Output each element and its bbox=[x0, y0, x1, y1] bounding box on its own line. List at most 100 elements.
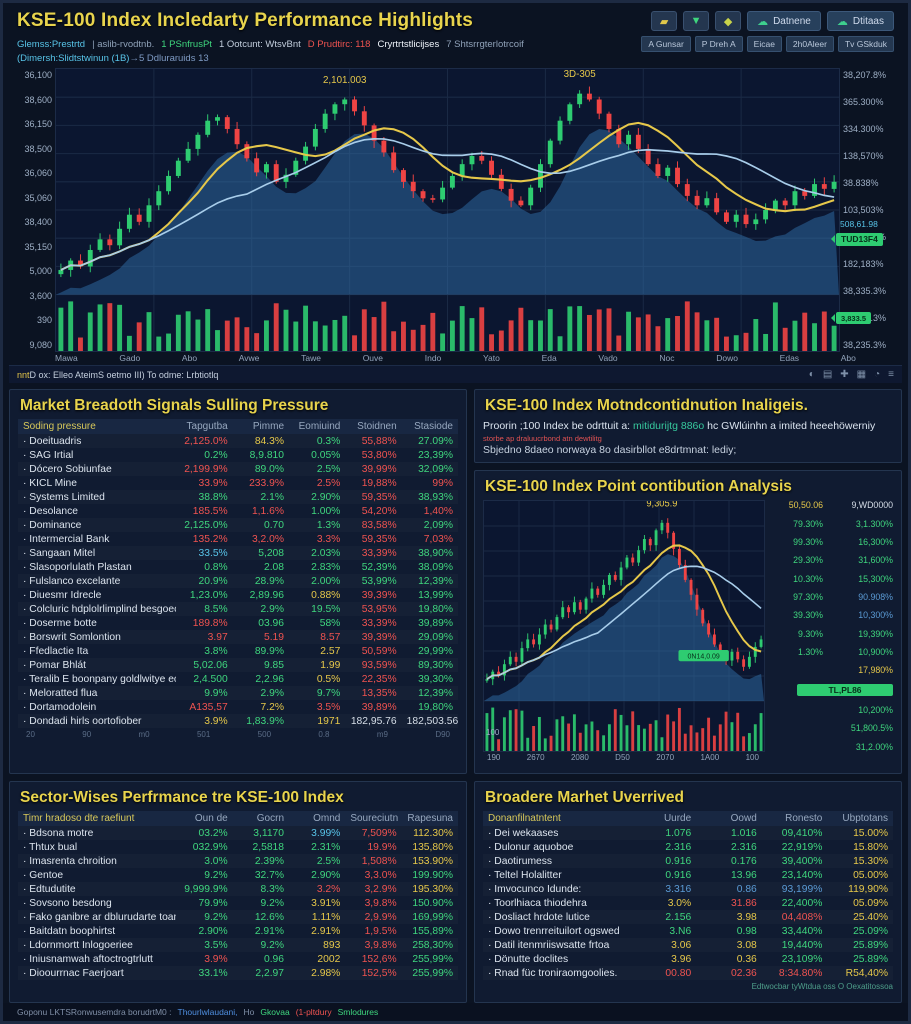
table-column-header[interactable]: Eomiuind bbox=[289, 419, 346, 434]
table-column-header[interactable]: Soureciutn bbox=[345, 811, 402, 827]
table-row[interactable]: · Imasrenta chroition 3.0% 2.39% 2.5% 1,508%… bbox=[18, 854, 458, 868]
folder-icon[interactable]: ▰ bbox=[651, 11, 678, 31]
table-column-header[interactable]: Timr hradoso dte raefiunt bbox=[18, 811, 177, 827]
table-row[interactable]: · Borswrit Somlontion 3.97 5.19 8.57 39,39% 2… bbox=[18, 630, 458, 644]
table-row[interactable]: · Gentoe 9.2% 32.7% 2.90% 3,3.0% 199.90% bbox=[18, 868, 458, 882]
value-cell: 22,400% bbox=[781, 897, 823, 909]
table-column-header[interactable]: Ubptotans bbox=[827, 811, 893, 827]
date-axis-label: Ouve bbox=[362, 353, 384, 363]
table-row[interactable]: · Thtux bual 032.9% 2,5818 2.31% 19.9% 135,80… bbox=[18, 840, 458, 854]
value-cell: 1.076 bbox=[631, 826, 697, 840]
table-row[interactable]: · Systems Limited 38.8% 2.1% 2.90% 59,35% 38,… bbox=[18, 490, 458, 504]
table-row[interactable]: · Dortamodolein A135,57 7.2% 3.5% 39,89% 19,8… bbox=[18, 700, 458, 714]
toolbar-button[interactable]: Eicae bbox=[746, 36, 782, 52]
table-row[interactable]: · SAG Irtial 0.2% 8,9.810 0.05% 53,80% 23,39% bbox=[18, 448, 458, 462]
table-column-header[interactable]: Soding pressure bbox=[18, 419, 177, 434]
header-action-button[interactable]: ☁ Datnene bbox=[747, 11, 821, 31]
toolbar-button[interactable]: P Dreh A bbox=[694, 36, 743, 52]
table-row[interactable]: · Ldornmortt Inlogoeriee 3.5% 9.2% 893 3,9.8… bbox=[18, 938, 458, 952]
table-row[interactable]: · Pomar Bhlát 5,02.06 9.85 1.99 93,59% 89,30% bbox=[18, 658, 458, 672]
percent-axis-label: 38,207.8% bbox=[843, 70, 887, 80]
table-row[interactable]: · Dulonur aquoboe 2.316 2.316 22,919% 15.80% bbox=[483, 840, 893, 854]
value-cell: 8:34.80% bbox=[762, 966, 828, 980]
table-column-header[interactable]: Ronesto bbox=[761, 811, 828, 827]
table-row[interactable]: · Datil itenmriiswsatte frtoa 3.06 3.08 19,… bbox=[483, 938, 893, 952]
tick-label: 20 bbox=[26, 730, 35, 739]
table-row[interactable]: · Imvocunco Idunde: 3.316 0.86 93,199% 119,9… bbox=[483, 882, 893, 896]
table-row[interactable]: · Intermercial Bank 135.2% 3,2.0% 3.3% 59,35… bbox=[18, 532, 458, 546]
table-row[interactable]: · Teltel Holalitter 0.916 13.96 23,140% 05.0… bbox=[483, 868, 893, 882]
table-column-header[interactable]: Donanfilnatntent bbox=[483, 811, 631, 827]
table-row[interactable]: · Doserme botte 189.8% 03.96 58% 33,39% 39,89… bbox=[18, 616, 458, 630]
value-cell: 32.7% bbox=[254, 869, 285, 881]
status-icon[interactable]: ✚ bbox=[840, 369, 849, 380]
table-column-header[interactable]: Gocrn bbox=[232, 811, 290, 827]
table-row[interactable]: · KICL Mine 33.9% 233.9% 2.5% 19,88% 99% bbox=[18, 476, 458, 490]
table-column-header[interactable]: Omnd bbox=[289, 811, 346, 827]
info-text-run: Proorin ;100 Index be odrttuit a: bbox=[483, 420, 634, 432]
table-row[interactable]: · Dönutte doclites 3.96 0.36 23,109% 25.89% bbox=[483, 952, 893, 966]
toolbar-button[interactable]: A Gunsar bbox=[641, 36, 691, 52]
table-row[interactable]: · Sovsono besdong 79.9% 9.2% 3.91% 3,9.8% 150… bbox=[18, 896, 458, 910]
table-column-header[interactable]: Tapgutba bbox=[176, 419, 233, 434]
contribution-chart-plot[interactable]: 9,305.9 0N14,0.09 100 bbox=[483, 500, 765, 753]
users-icon[interactable]: ◆ bbox=[715, 11, 742, 31]
table-column-header[interactable]: Stoidnen bbox=[345, 419, 402, 434]
toolbar-button[interactable]: Tv GSkduk bbox=[837, 36, 894, 52]
table-row[interactable]: · Dowo trenrreituilort ogswed 3.N6 0.98 33,… bbox=[483, 924, 893, 938]
table-row[interactable]: · Desolance 185.5% 1,1.6% 1.00% 54,20% 1,40% bbox=[18, 504, 458, 518]
table-row[interactable]: · Sangaan Mitel 33.5% 5,208 2.03% 33,39% 38,9… bbox=[18, 546, 458, 560]
table-row[interactable]: · Fulslanco excelante 20.9% 28.9% 2.00% 53,9… bbox=[18, 574, 458, 588]
toolbar-button[interactable]: 2h0Aleer bbox=[785, 36, 834, 52]
table-row[interactable]: · Dosliact hrdote lutice 2.156 3.98 04,408%… bbox=[483, 910, 893, 924]
table-row[interactable]: · Slasoporlulath Plastan 0.8% 2.08 2.83% 52,… bbox=[18, 560, 458, 574]
table-row[interactable]: · Meloratted flua 9.9% 2.9% 9.7% 13,35% 12,39… bbox=[18, 686, 458, 700]
row-name-cell: · Bdsona motre bbox=[18, 826, 176, 840]
table-column-header[interactable]: Stasiode bbox=[401, 419, 458, 434]
value-cell: 0.176 bbox=[696, 854, 762, 868]
table-row[interactable]: · Dei wekaases 1.076 1.016 09,410% 15.00% bbox=[483, 826, 893, 840]
table-column-header[interactable]: Rapesuna bbox=[401, 811, 458, 827]
table-row[interactable]: · Dondadi hirls oortofiober 3.9% 1,83.9% 19… bbox=[18, 714, 458, 728]
status-icon[interactable]: ≡ bbox=[888, 369, 894, 380]
table-row[interactable]: · Dioourrnac Faerjoart 33.1% 2,2.97 2.98% 15… bbox=[18, 966, 458, 980]
table-column-header[interactable]: Oowd bbox=[696, 811, 762, 827]
row-name-cell: · Diuesmr Idrecle bbox=[23, 589, 102, 601]
status-icon[interactable]: ▤ bbox=[822, 369, 833, 380]
table-column-header[interactable]: Uurde bbox=[630, 811, 697, 827]
header-action-button[interactable]: ☁ Dtitaas bbox=[826, 11, 894, 31]
table-row[interactable]: · Dócero Sobiunfae 2,199.9% 89.0% 2.5% 39,99… bbox=[18, 462, 458, 476]
table-row[interactable]: · Fako ganibre ar dblurudarte toamnest9.… bbox=[18, 910, 458, 924]
chart-status-text: nntD ox: Elleo AteimS oetmo III) To odme… bbox=[17, 370, 218, 380]
main-chart-plot[interactable]: 2,101.003 3D-305 bbox=[55, 68, 840, 352]
table-row[interactable]: · Rnad füc troniraomgoolies. 00.80 02.36 8:… bbox=[483, 966, 893, 980]
chart-status-icons: ◐ ▤ ✚ ▦ ◔ ≡ bbox=[801, 369, 894, 380]
value-cell: 39,99% bbox=[345, 462, 401, 476]
table-row[interactable]: · Diuesmr Idrecle 1,23.0% 2,89.96 0.88% 39,3… bbox=[18, 588, 458, 602]
contribution-chart-canvas[interactable]: 9,305.9 0N14,0.09 bbox=[484, 501, 764, 752]
value-cell: 33.5% bbox=[176, 546, 232, 560]
table-row[interactable]: · Colcluric hdplolrlimplind besgoec 8.5% 2… bbox=[18, 602, 458, 616]
table-row[interactable]: · Daotirumess 0.916 0.176 39,400% 15.30% bbox=[483, 854, 893, 868]
table-column-header[interactable]: Oun de bbox=[176, 811, 233, 827]
value-cell: 19.5% bbox=[289, 602, 345, 616]
table-row[interactable]: · Dominance 2,125.0% 0.70 1.3% 83,58% 2,09% bbox=[18, 518, 458, 532]
value-cell: 03.2% bbox=[176, 826, 232, 840]
table-row[interactable]: · Iniusnamwah aftoctrogtrlutt 3.9% 0.96 200… bbox=[18, 952, 458, 966]
download-icon[interactable]: ▼ bbox=[683, 11, 710, 31]
table-row[interactable]: · Ffedlactie Ita 3.8% 89.9% 2.57 50,59% 29,99… bbox=[18, 644, 458, 658]
table-row[interactable]: · Doeituadris 2,125.0% 84.3% 0.3% 55,88% 27.0… bbox=[18, 434, 458, 448]
price-axis-label: 38,500 bbox=[24, 143, 52, 154]
value-cell: 38,90% bbox=[402, 546, 458, 560]
table-row[interactable]: · Baitdatn boophirtst 2.90% 2.91% 2.91% 1,9.… bbox=[18, 924, 458, 938]
table-row[interactable]: · Toorlhiaca thiodehra 3.0% 31.86 22,400% 05… bbox=[483, 896, 893, 910]
row-name-cell: · Dominance bbox=[18, 518, 176, 532]
table-row[interactable]: · Edtudutite 9,999.9% 8.3% 3.2% 3,2.9% 195.30… bbox=[18, 882, 458, 896]
table-row[interactable]: · Bdsona motre 03.2% 3,1170 3.99% 7,509% 112.… bbox=[18, 826, 458, 840]
main-chart-canvas[interactable]: 2,101.003 3D-305 bbox=[56, 69, 839, 351]
status-icon[interactable]: ◐ bbox=[808, 369, 815, 380]
table-row[interactable]: · Teralib E boonpany goldlwitye eodrutac… bbox=[18, 672, 458, 686]
status-icon[interactable]: ▦ bbox=[856, 369, 867, 380]
table-column-header[interactable]: Pimme bbox=[232, 419, 290, 434]
status-icon[interactable]: ◔ bbox=[874, 369, 881, 380]
